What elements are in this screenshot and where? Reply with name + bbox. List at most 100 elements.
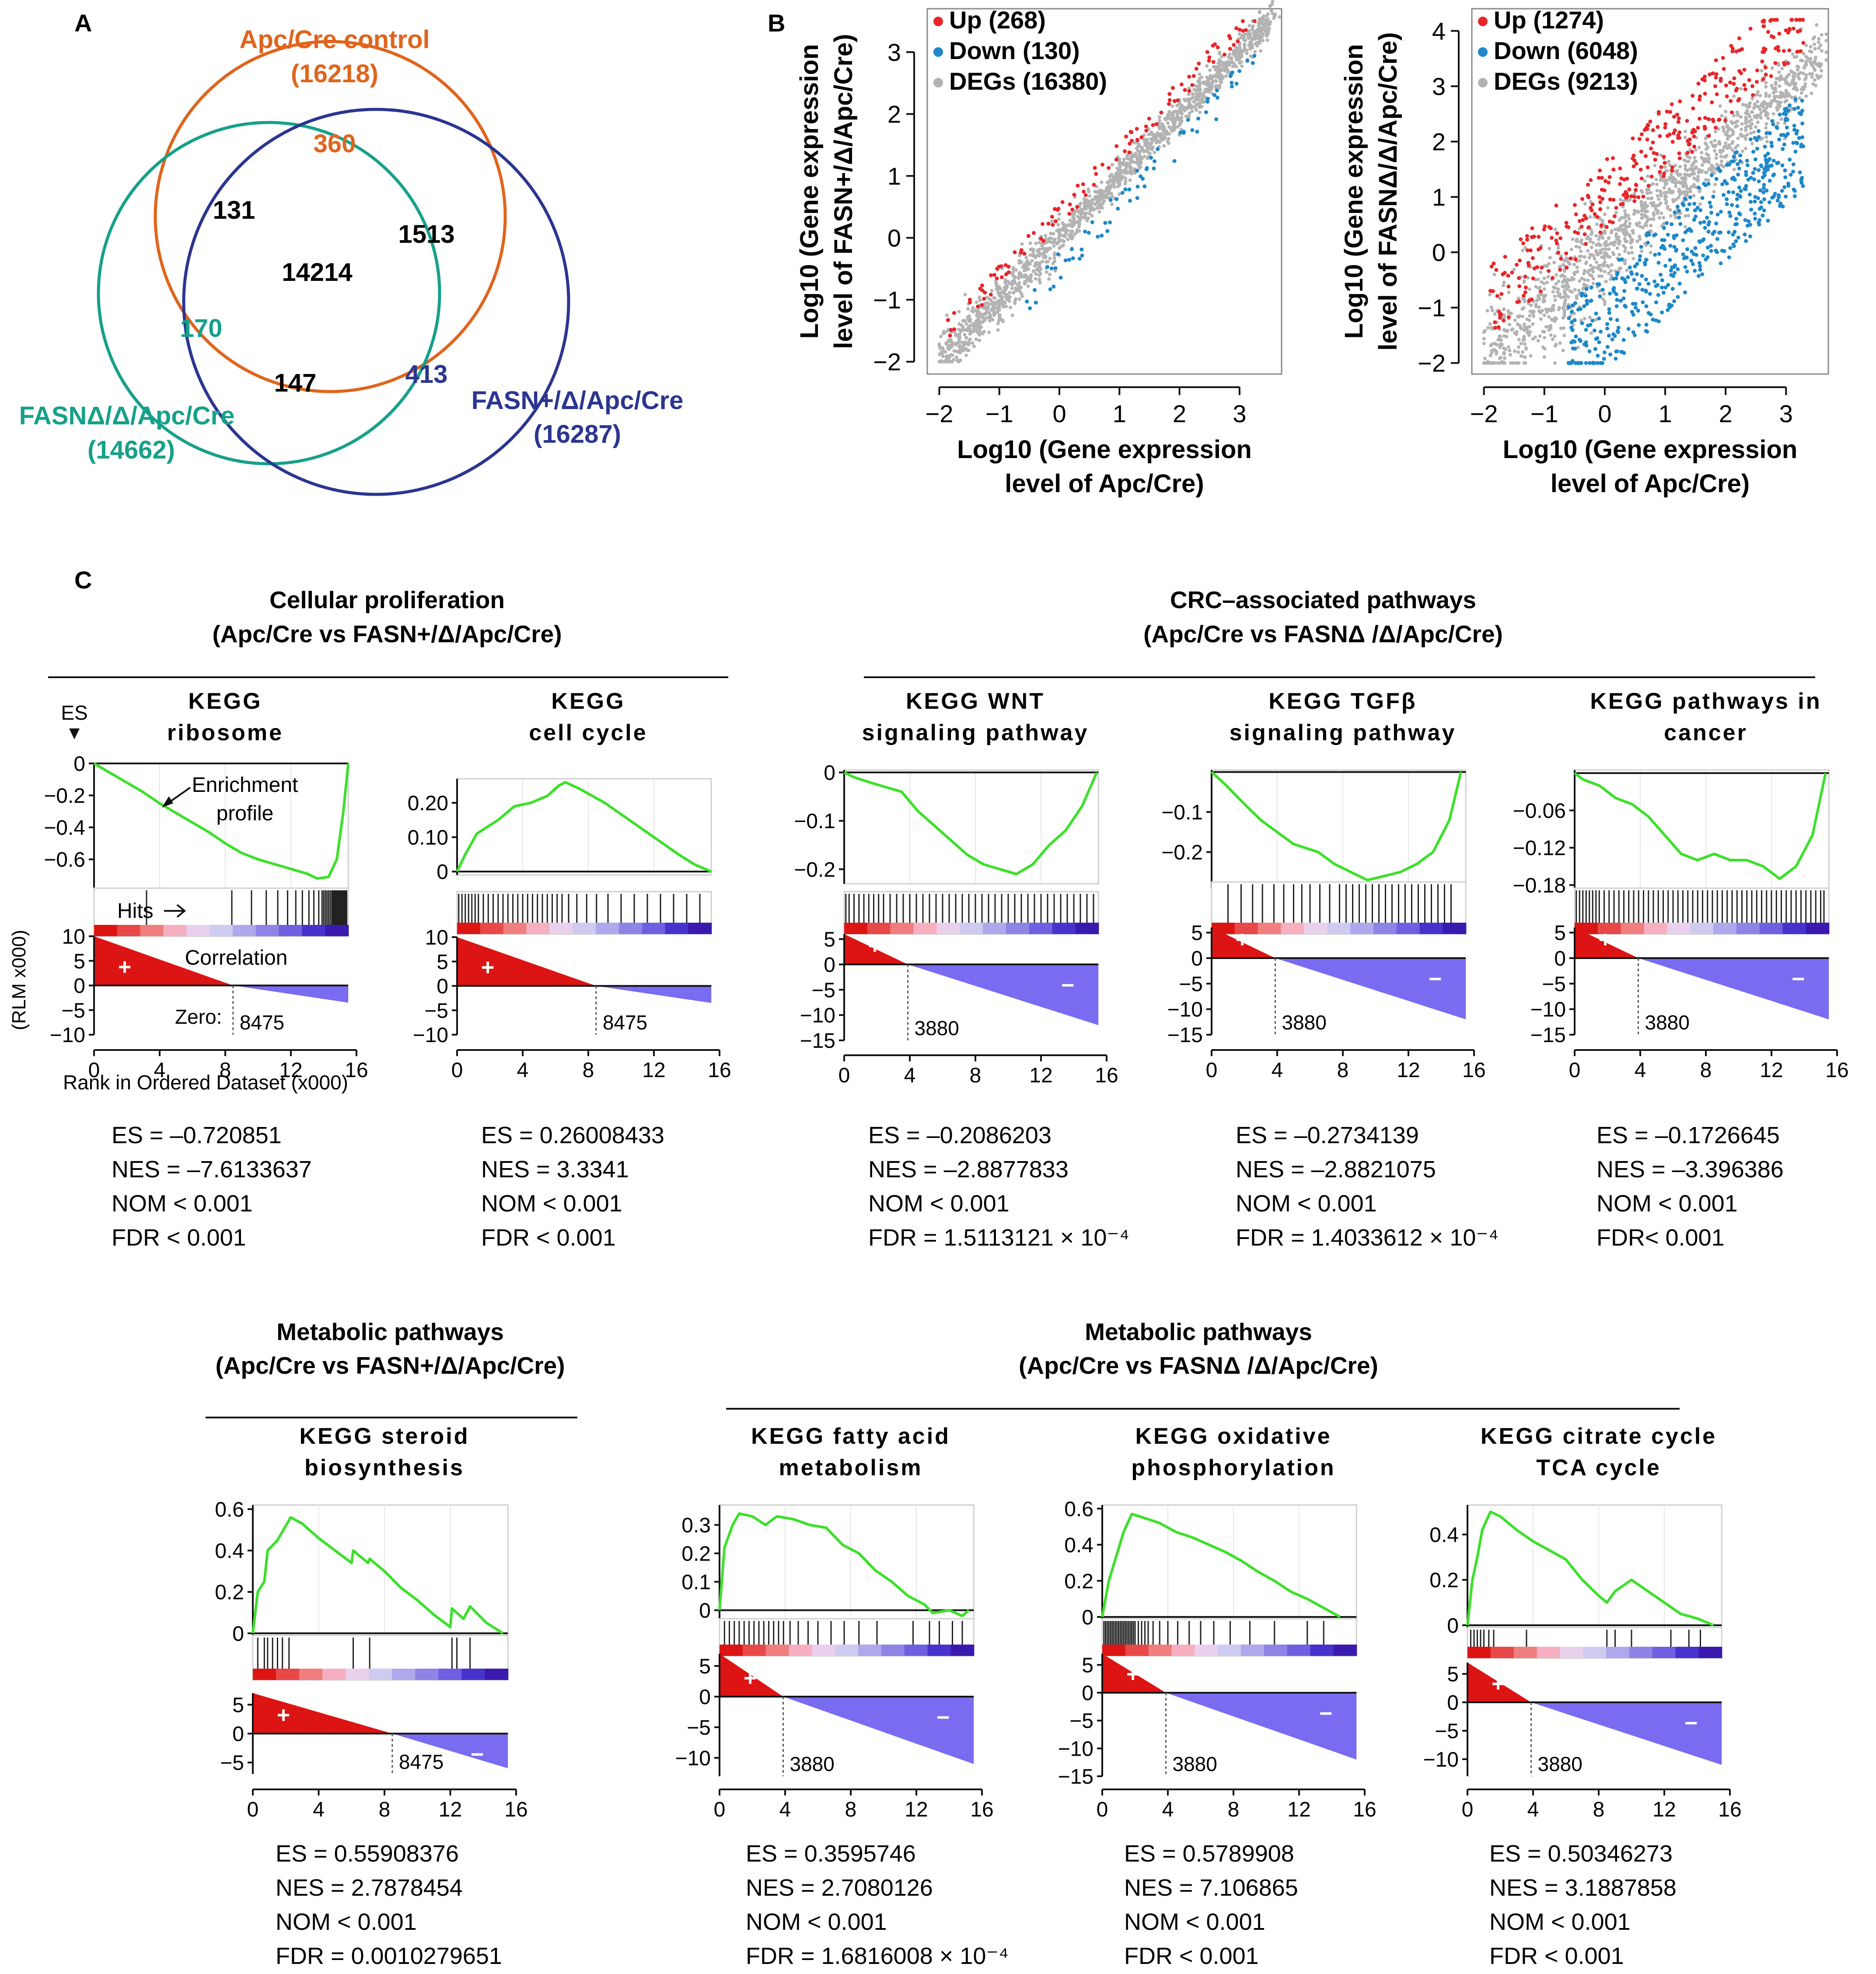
point-down [1630, 272, 1634, 276]
rank-color-segment [1241, 1645, 1265, 1656]
point-up [1187, 89, 1191, 93]
point-deg [1146, 150, 1150, 154]
point-deg [1603, 231, 1607, 235]
point-down [1580, 291, 1584, 296]
point-down [1666, 232, 1670, 237]
point-up [1652, 151, 1656, 155]
rank-color-segment [765, 1645, 790, 1656]
point-up [1607, 180, 1611, 185]
point-up [1598, 207, 1602, 211]
point-deg [1034, 262, 1038, 266]
point-down [1214, 117, 1219, 121]
point-deg [1602, 256, 1606, 260]
point-deg [1590, 274, 1594, 278]
point-deg [1635, 239, 1639, 243]
point-down [1683, 197, 1687, 201]
point-deg [1038, 273, 1041, 277]
point-deg [1265, 34, 1268, 38]
rank-x-tick-label: 16 [1825, 1059, 1848, 1082]
point-deg [1099, 204, 1103, 208]
point-up [1175, 98, 1180, 103]
point-deg [1200, 105, 1204, 108]
point-up [1067, 212, 1072, 216]
point-down [1128, 199, 1132, 203]
point-deg [1704, 178, 1708, 182]
point-deg [1135, 141, 1139, 145]
rank-color-segment [1736, 923, 1760, 934]
rank-color-segment [1350, 923, 1374, 934]
point-deg [1053, 259, 1057, 263]
es-y-tick-label: −0.2 [1161, 841, 1203, 864]
point-deg [1556, 287, 1560, 291]
point-up [1710, 100, 1714, 105]
point-up [1551, 276, 1555, 280]
point-down [1788, 103, 1792, 108]
point-deg [1802, 88, 1806, 91]
point-up [1070, 207, 1075, 212]
point-down [1759, 205, 1764, 210]
point-deg [1663, 178, 1667, 182]
rank-color-segment [1006, 923, 1030, 934]
point-deg [968, 314, 971, 318]
point-down [1056, 252, 1060, 256]
rank-x-tick-label: 12 [1287, 1798, 1310, 1821]
point-up [1755, 80, 1759, 84]
point-deg [1575, 294, 1579, 298]
point-down [1711, 194, 1715, 199]
point-deg [1083, 216, 1087, 220]
point-up [1644, 154, 1648, 158]
point-down [1745, 158, 1749, 163]
point-deg [1819, 74, 1823, 78]
point-deg [1198, 102, 1202, 106]
point-deg [1650, 196, 1654, 200]
point-up [952, 311, 956, 315]
point-deg [1754, 125, 1757, 129]
point-deg [1777, 95, 1781, 99]
point-down [1762, 167, 1767, 171]
point-down [1801, 184, 1805, 188]
point-deg [1735, 110, 1739, 114]
legend-label: Down (130) [949, 37, 1080, 64]
point-down [1663, 285, 1668, 290]
point-down [1780, 189, 1784, 193]
rlm-y-tick-label: 0 [1554, 947, 1566, 970]
rank-x-tick-label: 0 [838, 1064, 850, 1087]
negative-sign: − [1429, 966, 1442, 992]
point-down [1744, 239, 1748, 243]
point-up [1083, 193, 1088, 197]
rank-color-segment [1597, 923, 1621, 934]
point-up [1128, 141, 1132, 146]
point-up [1573, 257, 1578, 262]
rlm-negative-area [596, 986, 712, 1003]
point-up [1053, 219, 1058, 224]
point-up [989, 292, 993, 297]
point-up [1205, 50, 1209, 54]
point-deg [1663, 194, 1667, 198]
point-up [1599, 223, 1604, 228]
x-tick-label: 3 [1779, 400, 1793, 427]
rank-color-segment [720, 1645, 743, 1656]
point-down [1638, 254, 1642, 258]
es-y-tick-label: 0.6 [1064, 1498, 1093, 1521]
point-deg [1156, 131, 1160, 135]
group-subtitle: (Apc/Cre vs FASNΔ /Δ/Apc/Cre) [1143, 620, 1503, 648]
point-down [1781, 204, 1785, 209]
rank-color-segment [1621, 923, 1645, 934]
point-deg [1210, 87, 1214, 91]
point-deg [1187, 92, 1191, 96]
point-up [1114, 158, 1118, 162]
point-deg [1608, 242, 1612, 246]
point-up [1636, 195, 1641, 200]
point-down [1086, 231, 1091, 235]
point-deg [1688, 189, 1692, 193]
point-deg [1600, 219, 1604, 223]
rank-color-segment [1698, 1647, 1722, 1658]
point-deg [1077, 229, 1081, 233]
point-deg [1786, 94, 1790, 98]
point-deg [1601, 262, 1605, 266]
enrichment-curve [1574, 772, 1827, 880]
point-down [1608, 352, 1613, 357]
point-deg [1138, 161, 1142, 165]
point-down [1798, 170, 1802, 175]
point-deg [1097, 198, 1101, 202]
